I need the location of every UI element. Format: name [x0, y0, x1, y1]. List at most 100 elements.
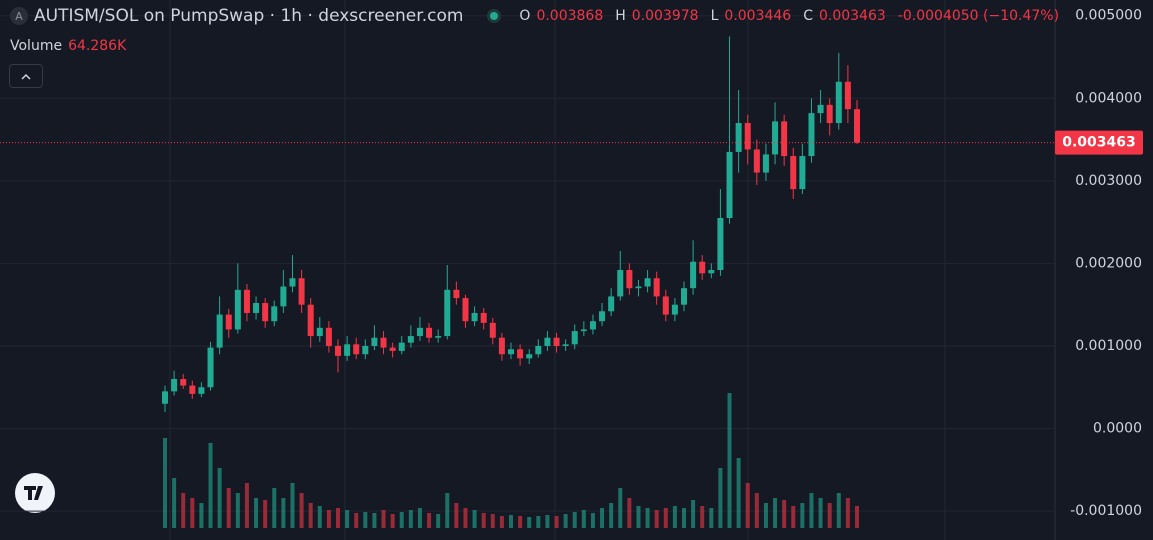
legend-value: 0.003978 — [631, 8, 699, 24]
volume-bar — [308, 503, 313, 528]
volume-bar — [226, 488, 231, 528]
volume-bar — [654, 510, 659, 528]
volume-legend: Volume 64.286K — [10, 38, 126, 54]
volume-bar — [809, 493, 814, 528]
legend-label: C — [803, 8, 813, 24]
candle-body — [207, 347, 214, 388]
y-tick-label: 0.004000 — [1075, 90, 1142, 106]
candle-body — [489, 322, 496, 338]
volume-bar — [354, 513, 359, 528]
volume-bar — [390, 514, 395, 528]
volume-bar — [818, 498, 823, 528]
candle-body — [671, 304, 678, 315]
volume-bar — [763, 503, 768, 528]
status-dot — [487, 9, 502, 23]
collapse-icon — [21, 73, 31, 80]
candle-body — [762, 154, 769, 173]
volume-bar — [536, 516, 541, 528]
volume-bar — [773, 498, 778, 528]
candle-body — [316, 327, 323, 337]
legend-value: 0.003463 — [819, 8, 886, 24]
volume-bar — [645, 508, 650, 528]
candle-body — [580, 329, 587, 332]
volume-bar — [345, 510, 350, 528]
collapse-button[interactable] — [9, 64, 43, 88]
candle-body — [744, 123, 751, 150]
volume-bar — [827, 503, 832, 528]
candle-body — [808, 113, 815, 157]
symbol-icon: A — [10, 7, 28, 25]
candle-body — [435, 336, 442, 338]
candle-body — [608, 296, 615, 312]
volume-bar — [672, 506, 677, 528]
candle-body — [335, 345, 341, 356]
volume-bar — [244, 483, 249, 528]
volume-bar — [572, 512, 577, 528]
candle-body — [708, 270, 715, 274]
volume-bar — [527, 517, 532, 528]
candle-body — [307, 304, 314, 337]
candle-body — [753, 149, 760, 173]
change: -0.0004050 (−10.47%) — [897, 8, 1060, 24]
candle-body — [826, 104, 833, 124]
volume-bar — [363, 512, 368, 528]
volume-bar — [745, 483, 750, 528]
candle-body — [653, 278, 660, 297]
volume-bar — [408, 510, 413, 528]
volume-bar — [372, 513, 377, 528]
candle-body — [817, 104, 824, 114]
volume-bar — [581, 510, 586, 528]
candle-body — [681, 288, 687, 305]
candle-body — [690, 261, 697, 289]
volume-bar — [235, 493, 240, 528]
candle-body — [790, 156, 797, 190]
volume-bar — [836, 493, 841, 528]
price-label-box — [1055, 130, 1143, 155]
candle-body — [298, 278, 305, 305]
legend-value: 0.003446 — [724, 8, 792, 24]
volume-bar — [299, 493, 304, 528]
candle-body — [416, 327, 423, 337]
candle-body — [553, 337, 560, 346]
candle-body — [171, 378, 178, 392]
candle-body — [571, 331, 578, 345]
candle-body — [508, 349, 514, 355]
y-tick-label: 0.003000 — [1075, 173, 1142, 189]
candle-body — [189, 385, 196, 394]
chart-title: AUTISM/SOL on PumpSwap · 1h · dexscreene… — [34, 6, 464, 26]
volume-bar — [754, 493, 759, 528]
volume-bar — [691, 500, 696, 528]
candle-body — [462, 298, 469, 322]
candle-body — [626, 270, 633, 289]
volume-bar — [663, 508, 668, 528]
header: A AUTISM/SOL on PumpSwap · 1h · dexscree… — [10, 6, 1065, 26]
candle-body — [589, 321, 596, 330]
volume-bar — [381, 510, 386, 528]
candle-body — [526, 354, 533, 359]
candle-body — [835, 81, 842, 124]
candle-body — [480, 312, 487, 323]
legend-value: 0.003868 — [536, 8, 604, 24]
volume-bar — [454, 503, 459, 528]
volume-bar — [217, 468, 222, 528]
volume-bar — [336, 508, 340, 528]
candle-body — [726, 151, 733, 218]
volume-bar — [499, 516, 504, 528]
candle-body — [471, 312, 478, 322]
candle-body — [371, 337, 378, 346]
volume-bar — [782, 500, 787, 528]
volume-bar — [472, 510, 477, 528]
volume-bar — [490, 514, 495, 528]
volume-bar — [509, 515, 513, 528]
volume-bar — [199, 503, 204, 528]
volume-bar — [417, 508, 422, 528]
vertical-grid — [169, 0, 946, 540]
volume-bar — [399, 512, 404, 528]
volume-bar — [208, 443, 213, 528]
candle-body — [517, 349, 524, 359]
volume-bar — [481, 513, 486, 528]
candle-body — [781, 121, 788, 157]
volume-bar — [518, 516, 523, 528]
